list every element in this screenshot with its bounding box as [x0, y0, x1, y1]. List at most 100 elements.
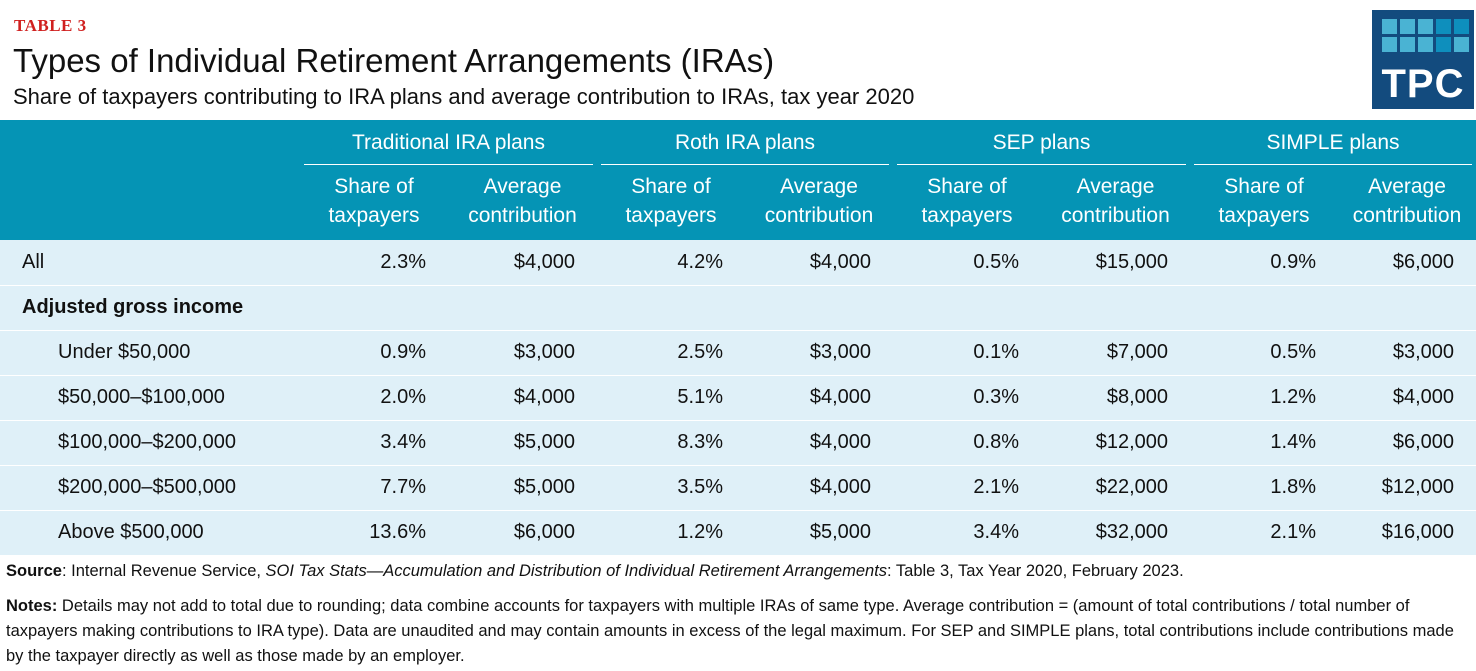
cell-value: 13.6% [369, 521, 426, 544]
cell-value: 3.4% [380, 431, 426, 453]
row-label: $50,000–$100,000 [58, 386, 225, 408]
group-header-label: SEP plans [897, 122, 1186, 165]
table-row: All 2.3% $4,000 4.2% $4,000 0.5% $15,000 0.9% $6… [0, 240, 1476, 285]
table-row: Under $50,000 0.9% $3,000 2.5% $3,000 0.1% $7,… [0, 330, 1476, 375]
table-row: $50,000–$100,000 2.0% $4,000 5.1% $4,000 0.3%… [0, 375, 1476, 420]
header-line: Share of [334, 174, 414, 198]
logo-square [1400, 19, 1415, 34]
cell-value: $3,000 [1392, 341, 1454, 363]
row-label: $100,000–$200,000 [58, 431, 236, 453]
cell-value: 4.2% [677, 250, 723, 273]
cell-value: 0.5% [973, 250, 1019, 273]
cell-value: 2.1% [1270, 521, 1316, 544]
cell-value: $3,000 [809, 341, 871, 363]
group-header-label: SIMPLE plans [1194, 122, 1472, 165]
cell-value: $12,000 [1381, 476, 1454, 498]
cell-value: $4,000 [809, 431, 871, 453]
cell-value: $32,000 [1095, 521, 1168, 544]
cell-value: $6,000 [513, 521, 575, 544]
cell-value: $5,000 [513, 476, 575, 498]
section-label: Adjusted gross income [22, 296, 244, 318]
cell-value: 2.1% [973, 476, 1019, 498]
cell-value: $4,000 [513, 386, 575, 408]
cell-value: $5,000 [513, 431, 575, 453]
notes-label: Notes: [6, 597, 58, 615]
header-line: taxpayers [625, 203, 717, 227]
tpc-logo: TPC [1372, 10, 1474, 109]
header-line: contribution [1352, 203, 1462, 227]
logo-square [1454, 19, 1469, 34]
logo-square [1454, 37, 1469, 52]
cell-value: 1.2% [1270, 386, 1316, 408]
cell-value: $6,000 [1392, 431, 1454, 453]
cell-value: $15,000 [1095, 250, 1168, 273]
group-header: Traditional IRA plans [300, 120, 597, 165]
cell-value: 1.2% [677, 521, 723, 544]
cell-value: $3,000 [513, 341, 575, 363]
cell-value: 1.8% [1270, 476, 1316, 498]
cell-value: $7,000 [1106, 341, 1168, 363]
group-header-label: Traditional IRA plans [304, 122, 593, 165]
cell-value: $4,000 [1392, 386, 1454, 408]
group-header: Roth IRA plans [597, 120, 893, 165]
source-text: : Table 3, Tax Year 2020, February 2023. [887, 562, 1184, 580]
section-row: Adjusted gross income [0, 285, 1476, 330]
share-header: Share of taxpayers [300, 165, 448, 240]
header-line: contribution [468, 203, 577, 227]
header-empty [0, 165, 300, 240]
table-row: $200,000–$500,000 7.7% $5,000 3.5% $4,000 2.1… [0, 465, 1476, 510]
cell-value: 5.1% [677, 386, 723, 408]
row-label: $200,000–$500,000 [58, 476, 236, 498]
group-header: SEP plans [893, 120, 1190, 165]
cell-value: $6,000 [1392, 250, 1454, 273]
logo-square [1436, 37, 1451, 52]
header-line: taxpayers [328, 203, 420, 227]
source-title: SOI Tax Stats—Accumulation and Distribut… [265, 562, 888, 580]
header-empty [0, 120, 300, 165]
table-number-label: TABLE 3 [14, 16, 87, 35]
source-label: Source [6, 562, 62, 580]
source-text: : Internal Revenue Service, [61, 562, 266, 580]
header-line: Average [483, 174, 562, 198]
cell-value: $4,000 [809, 386, 871, 408]
cell-value: $4,000 [809, 250, 871, 273]
cell-value: $4,000 [809, 476, 871, 498]
cell-value: 2.0% [380, 386, 426, 408]
row-label: Above $500,000 [58, 521, 204, 544]
row-label: Under $50,000 [58, 341, 191, 363]
logo-square [1436, 19, 1451, 34]
cell-value: 3.5% [677, 476, 723, 498]
cell-value: $12,000 [1095, 431, 1168, 453]
header-line: contribution [1061, 203, 1170, 227]
average-header: Average contribution [1338, 165, 1476, 240]
share-header: Share of taxpayers [597, 165, 745, 240]
subtitle: Share of taxpayers contributing to IRA p… [13, 84, 915, 109]
logo-square [1382, 37, 1397, 52]
notes-text: Details may not add to total due to roun… [6, 597, 1454, 665]
average-header: Average contribution [1041, 165, 1190, 240]
header-line: taxpayers [921, 203, 1013, 227]
cell-value: $22,000 [1095, 476, 1168, 498]
header-line: taxpayers [1218, 203, 1310, 227]
average-header: Average contribution [745, 165, 893, 240]
average-header: Average contribution [448, 165, 597, 240]
header-line: contribution [764, 203, 874, 227]
logo-square [1418, 37, 1433, 52]
header-line: Share of [927, 174, 1007, 198]
logo-text: TPC [1381, 62, 1465, 106]
share-header: Share of taxpayers [1190, 165, 1338, 240]
group-header: SIMPLE plans [1190, 120, 1476, 165]
header-line: Average [1076, 174, 1155, 198]
cell-value: 0.9% [1270, 250, 1316, 273]
cell-value: 0.5% [1270, 341, 1316, 363]
table-row: Above $500,000 13.6% $6,000 1.2% $5,000 3.4% $… [0, 510, 1476, 555]
cell-value: 3.4% [973, 521, 1019, 544]
cell-value: 2.5% [677, 341, 723, 363]
cell-value: $5,000 [809, 521, 871, 544]
source-note: Source: Internal Revenue Service, SOI Ta… [6, 562, 1184, 581]
header-line: Share of [1224, 174, 1304, 198]
cell-value: $4,000 [513, 250, 575, 273]
row-label: All [22, 250, 45, 273]
cell-value: 0.8% [973, 431, 1019, 453]
table-row: $100,000–$200,000 3.4% $5,000 8.3% $4,000 0.8… [0, 420, 1476, 465]
